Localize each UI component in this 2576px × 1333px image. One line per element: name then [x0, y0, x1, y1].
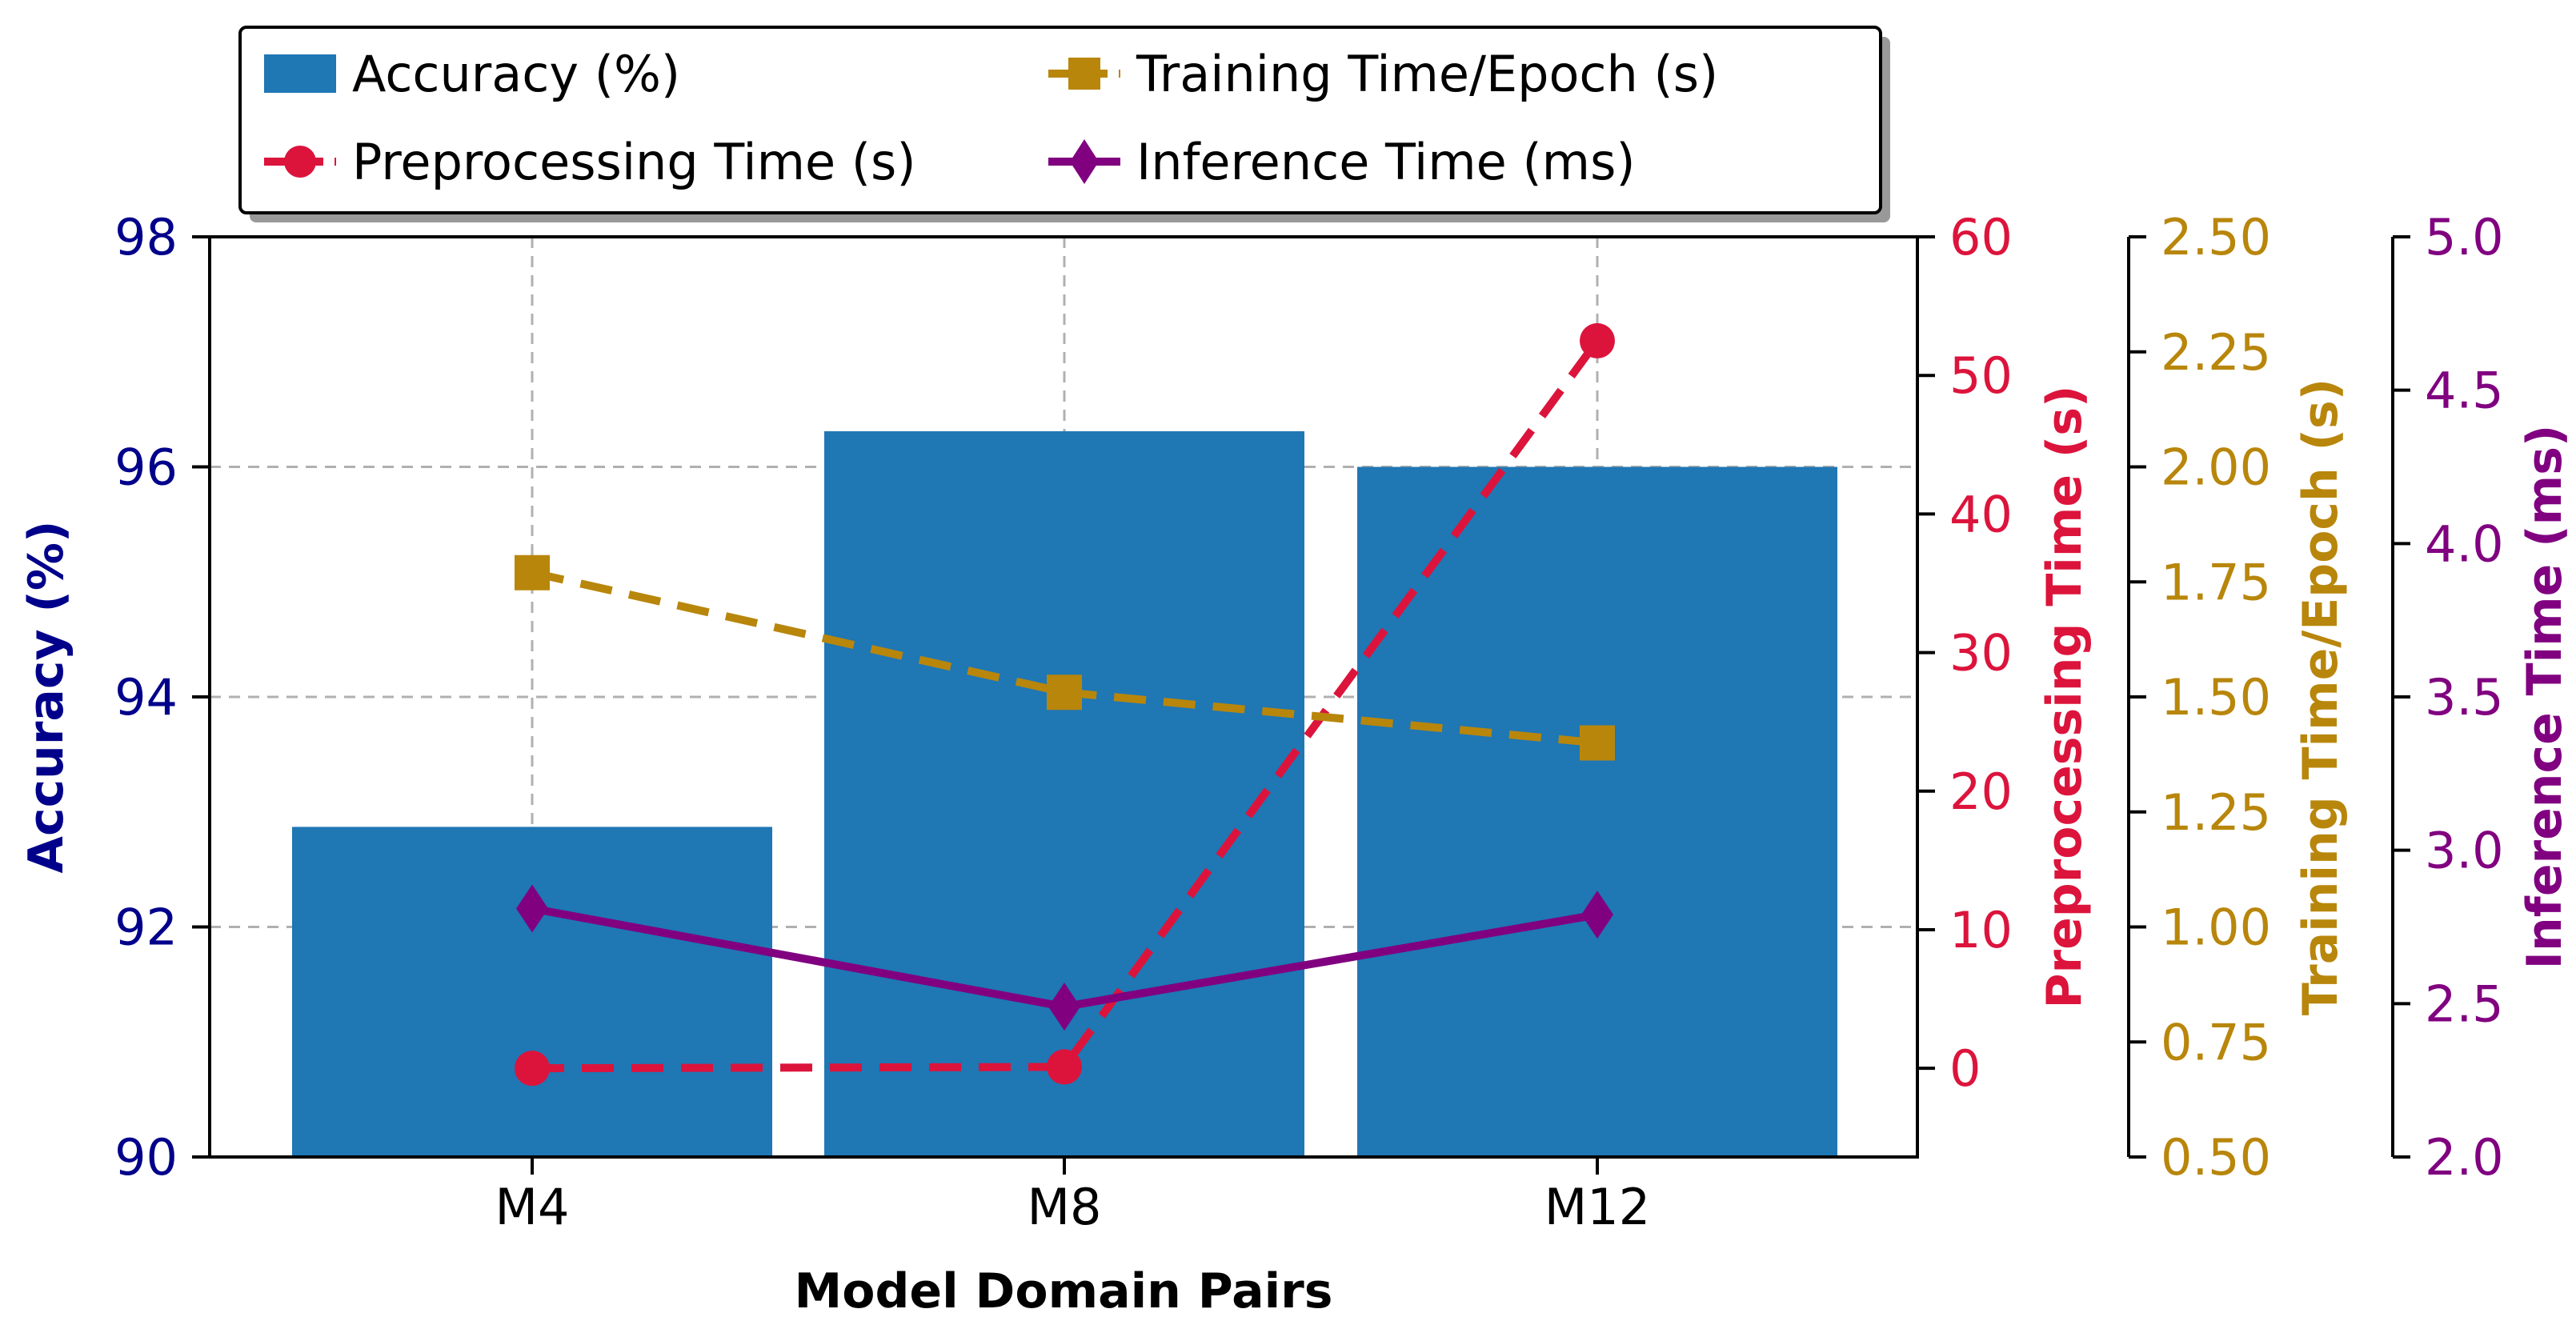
inference-tick-label-1: 2.5: [2425, 975, 2504, 1033]
training-tick-label-0: 0.50: [2161, 1128, 2271, 1187]
training-tick-label-1: 0.75: [2161, 1013, 2271, 1071]
y-left-tick-label-1: 92: [114, 899, 178, 957]
training-tick-label-2: 1.00: [2161, 899, 2271, 957]
legend-label-preprocessing: Preprocessing Time (s): [352, 133, 916, 191]
bar-series: [292, 430, 1837, 1157]
preprocessing-tick-label-2: 20: [1949, 763, 2013, 821]
marker-inference-M12: [1581, 891, 1613, 939]
training-tick-label-5: 1.75: [2161, 553, 2271, 611]
preprocessing-tick-label-4: 40: [1949, 485, 2013, 543]
legend-handle-inference-marker: [1070, 139, 1099, 184]
marker-training-M4: [515, 554, 550, 590]
line-series: [515, 322, 1615, 1087]
marker-preprocessing-M12: [1580, 322, 1615, 358]
training-tick-label-3: 1.25: [2161, 783, 2271, 842]
x-tick-label-M12: M12: [1544, 1178, 1650, 1236]
preprocessing-tick-label-5: 50: [1949, 346, 2013, 405]
axes: 90 92 94 96 98 M4 M8 M12 0 10 20 30 40 50 60 0.50 0.75 1.…: [114, 208, 2504, 1236]
legend-handle-accuracy: [264, 54, 336, 93]
legend-handle-preprocessing-marker: [284, 146, 316, 178]
x-tick-label-M8: M8: [1028, 1178, 1102, 1236]
y-left-tick-label-3: 96: [114, 438, 178, 497]
inference-tick-label-5: 4.5: [2425, 362, 2504, 420]
training-axis-title: Training Time/Epoch (s): [2293, 378, 2349, 1015]
training-tick-label-6: 2.00: [2161, 438, 2271, 497]
y-left-tick-label-0: 90: [114, 1128, 178, 1187]
y-left-axis-title: Accuracy (%): [18, 521, 74, 874]
marker-training-M8: [1047, 675, 1082, 711]
legend-label-training: Training Time/Epoch (s): [1136, 45, 1718, 103]
legend-label-inference: Inference Time (ms): [1136, 133, 1636, 191]
inference-tick-label-6: 5.0: [2425, 208, 2504, 266]
marker-preprocessing-M4: [515, 1051, 550, 1087]
y-left-tick-label-2: 94: [114, 668, 178, 727]
training-tick-label-7: 2.25: [2161, 323, 2271, 382]
preprocessing-tick-label-0: 0: [1949, 1039, 1981, 1098]
bar-M8: [824, 430, 1304, 1157]
series-line-preprocessing: [531, 338, 1601, 1073]
marker-training-M12: [1580, 725, 1615, 761]
training-tick-label-4: 1.50: [2161, 668, 2271, 727]
inference-tick-label-3: 3.5: [2425, 668, 2504, 727]
marker-inference-M8: [1048, 983, 1080, 1031]
preprocessing-axis-title: Preprocessing Time (s): [2037, 386, 2093, 1009]
marker-inference-M4: [516, 884, 548, 933]
x-tick-label-M4: M4: [495, 1178, 570, 1236]
inference-tick-label-2: 3.0: [2425, 822, 2504, 880]
training-tick-label-8: 2.50: [2161, 208, 2271, 266]
bar-M12: [1357, 466, 1837, 1157]
preprocessing-tick-label-1: 10: [1949, 901, 2013, 959]
inference-axis-title: Inference Time (ms): [2517, 425, 2573, 970]
axis-labels: Preprocessing Time (s) Training Time/Epoc…: [18, 378, 2573, 1319]
preprocessing-tick-label-3: 30: [1949, 624, 2013, 683]
preprocessing-tick-label-6: 60: [1949, 208, 2013, 266]
marker-preprocessing-M8: [1047, 1049, 1082, 1085]
legend-box: [238, 26, 1882, 214]
bar-M4: [292, 827, 772, 1157]
legend: Accuracy (%) Preprocessing Time (s) Traini…: [238, 26, 1890, 222]
series-line-training: [531, 568, 1598, 747]
y-left-tick-label-4: 98: [114, 208, 178, 266]
legend-handle-training-marker: [1068, 58, 1100, 90]
legend-label-accuracy: Accuracy (%): [352, 45, 680, 103]
x-axis-title: Model Domain Pairs: [795, 1263, 1333, 1319]
inference-tick-label-0: 2.0: [2425, 1128, 2504, 1187]
inference-tick-label-4: 4.0: [2425, 514, 2504, 573]
